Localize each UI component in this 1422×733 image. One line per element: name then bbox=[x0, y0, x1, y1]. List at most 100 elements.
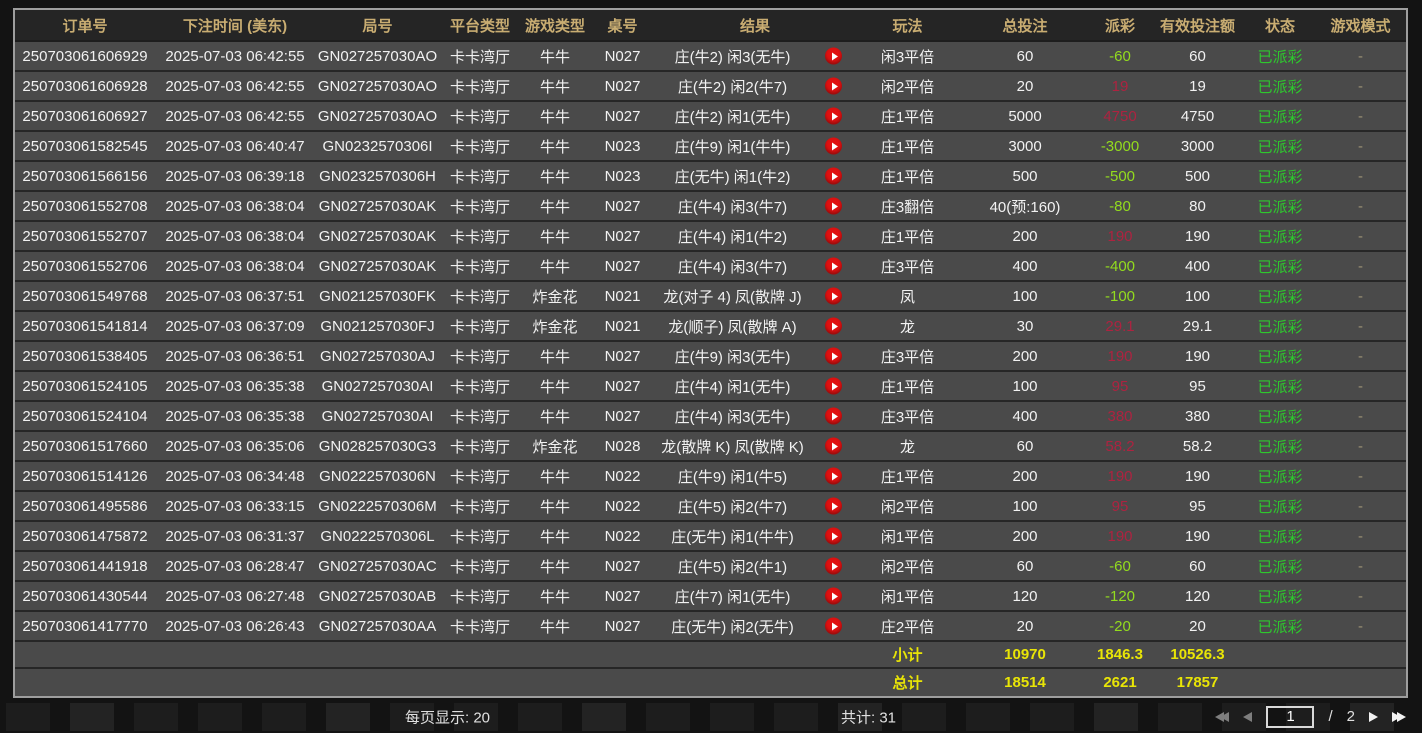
game-type-cell: 牛牛 bbox=[539, 138, 570, 156]
order-id-cell: 250703061430544 bbox=[22, 587, 148, 605]
play-video-button[interactable] bbox=[825, 107, 842, 125]
result-text: 龙(散牌 K) 凤(散牌 K) bbox=[661, 438, 804, 456]
play-video-button[interactable] bbox=[825, 377, 842, 395]
grand-total-payout: 2621 bbox=[1103, 674, 1137, 691]
dimmed-background-tile bbox=[6, 703, 50, 731]
play-video-button[interactable] bbox=[825, 527, 842, 545]
first-page-button[interactable] bbox=[1215, 711, 1230, 722]
game-type-cell: 牛牛 bbox=[539, 78, 570, 96]
prev-page-button[interactable] bbox=[1243, 711, 1253, 722]
play-video-button[interactable] bbox=[825, 197, 842, 215]
grand-total-valid-bet: 17857 bbox=[1176, 674, 1219, 691]
play-video-button[interactable] bbox=[825, 347, 842, 365]
bet-time-cell: 2025-07-03 06:31:37 bbox=[165, 527, 305, 545]
result-text: 庄(牛5) 闲2(牛7) bbox=[677, 498, 788, 516]
result-text: 庄(无牛) 闲1(牛2) bbox=[674, 168, 791, 186]
platform-cell: 卡卡湾厅 bbox=[449, 348, 510, 366]
round-id-cell: GN0222570306N bbox=[319, 467, 436, 485]
play-video-button[interactable] bbox=[825, 47, 842, 65]
column-header-platform: 平台类型 bbox=[449, 17, 510, 35]
play-video-button[interactable] bbox=[825, 257, 842, 275]
play-video-button[interactable] bbox=[825, 467, 842, 485]
order-id-cell: 250703061441918 bbox=[22, 557, 148, 575]
payout-cell: -20 bbox=[1109, 617, 1131, 635]
total-bet-cell: 400 bbox=[1012, 407, 1038, 425]
result-cell: 庄(牛9) 闲3(无牛) bbox=[655, 342, 855, 370]
play-video-button[interactable] bbox=[825, 407, 842, 425]
bet-time-cell: 2025-07-03 06:38:04 bbox=[165, 257, 305, 275]
play-video-button[interactable] bbox=[825, 617, 842, 635]
round-id-cell: GN027257030AO bbox=[317, 47, 438, 65]
valid-bet-cell: 80 bbox=[1189, 197, 1206, 215]
play-type-cell: 庄3平倍 bbox=[880, 348, 935, 366]
play-video-button[interactable] bbox=[825, 557, 842, 575]
play-type-cell: 庄1平倍 bbox=[880, 378, 935, 396]
payout-cell: -120 bbox=[1104, 587, 1136, 605]
table-row: 250703061441918 2025-07-03 06:28:47 GN0272… bbox=[15, 552, 1406, 582]
game-type-cell: 牛牛 bbox=[539, 228, 570, 246]
dimmed-background-tile bbox=[454, 703, 498, 731]
play-video-button[interactable] bbox=[825, 287, 842, 305]
play-type-cell: 庄2平倍 bbox=[880, 618, 935, 636]
dimmed-background-tile bbox=[710, 703, 754, 731]
result-text: 庄(牛2) 闲1(无牛) bbox=[674, 108, 791, 126]
subtotal-row: 小计 10970 1846.3 10526.3 bbox=[15, 642, 1406, 669]
play-video-button[interactable] bbox=[825, 437, 842, 455]
result-cell: 庄(牛4) 闲3(牛7) bbox=[655, 252, 855, 280]
total-bet-cell: 100 bbox=[1012, 497, 1038, 515]
round-id-cell: GN027257030AO bbox=[317, 107, 438, 125]
status-cell: 已派彩 bbox=[1257, 528, 1303, 546]
play-video-button[interactable] bbox=[825, 77, 842, 95]
game-type-cell: 牛牛 bbox=[539, 498, 570, 516]
dimmed-background-tile bbox=[1030, 703, 1074, 731]
round-id-cell: GN0232570306I bbox=[322, 137, 433, 155]
play-video-button[interactable] bbox=[825, 497, 842, 515]
status-cell: 已派彩 bbox=[1257, 198, 1303, 216]
game-mode-cell: - bbox=[1358, 587, 1363, 605]
status-cell: 已派彩 bbox=[1257, 168, 1303, 186]
play-video-button[interactable] bbox=[825, 227, 842, 245]
round-id-cell: GN027257030AC bbox=[318, 557, 437, 575]
result-cell: 庄(无牛) 闲1(牛2) bbox=[655, 162, 855, 190]
table-no-cell: N027 bbox=[604, 107, 641, 125]
play-video-button[interactable] bbox=[825, 587, 842, 605]
play-video-button[interactable] bbox=[825, 317, 842, 335]
valid-bet-cell: 190 bbox=[1184, 527, 1211, 545]
platform-cell: 卡卡湾厅 bbox=[449, 258, 510, 276]
dimmed-background-tile bbox=[1158, 703, 1202, 731]
play-video-button[interactable] bbox=[825, 137, 842, 155]
result-text: 庄(牛4) 闲1(牛2) bbox=[677, 228, 788, 246]
order-id-cell: 250703061475872 bbox=[22, 527, 148, 545]
total-bet-cell: 20 bbox=[1016, 617, 1034, 635]
order-id-cell: 250703061552708 bbox=[22, 197, 148, 215]
total-bet-cell: 200 bbox=[1012, 467, 1038, 485]
status-cell: 已派彩 bbox=[1257, 108, 1303, 126]
result-cell: 庄(无牛) 闲1(牛牛) bbox=[655, 522, 855, 550]
page-number-input[interactable] bbox=[1266, 705, 1315, 728]
valid-bet-cell: 400 bbox=[1184, 257, 1211, 275]
status-cell: 已派彩 bbox=[1257, 558, 1303, 576]
result-cell: 庄(牛2) 闲3(无牛) bbox=[655, 42, 855, 70]
order-id-cell: 250703061517660 bbox=[22, 437, 148, 455]
game-type-cell: 牛牛 bbox=[539, 588, 570, 606]
table-row: 250703061552707 2025-07-03 06:38:04 GN0272… bbox=[15, 222, 1406, 252]
dimmed-background-tile bbox=[774, 703, 818, 731]
result-cell: 庄(无牛) 闲2(无牛) bbox=[655, 612, 855, 640]
last-page-button[interactable] bbox=[1392, 711, 1406, 722]
play-type-cell: 庄1平倍 bbox=[880, 138, 935, 156]
game-type-cell: 牛牛 bbox=[539, 108, 570, 126]
payout-cell: 58.2 bbox=[1105, 437, 1135, 455]
result-text: 庄(牛4) 闲1(无牛) bbox=[674, 378, 791, 396]
next-page-button[interactable] bbox=[1369, 711, 1378, 722]
status-cell: 已派彩 bbox=[1257, 378, 1303, 396]
payout-cell: 190 bbox=[1107, 467, 1133, 485]
valid-bet-cell: 95 bbox=[1189, 377, 1206, 395]
result-cell: 龙(顺子) 凤(散牌 A) bbox=[655, 312, 855, 340]
play-video-button[interactable] bbox=[825, 167, 842, 185]
grand-total-total-bet: 18514 bbox=[1004, 674, 1046, 691]
pagination-bar: 每页显示: 20 共计: 31 / 2 bbox=[13, 700, 1408, 733]
table-no-cell: N022 bbox=[604, 467, 641, 485]
valid-bet-cell: 19 bbox=[1189, 77, 1206, 95]
dimmed-background-tile bbox=[582, 703, 626, 731]
dimmed-background-tile bbox=[198, 703, 242, 731]
